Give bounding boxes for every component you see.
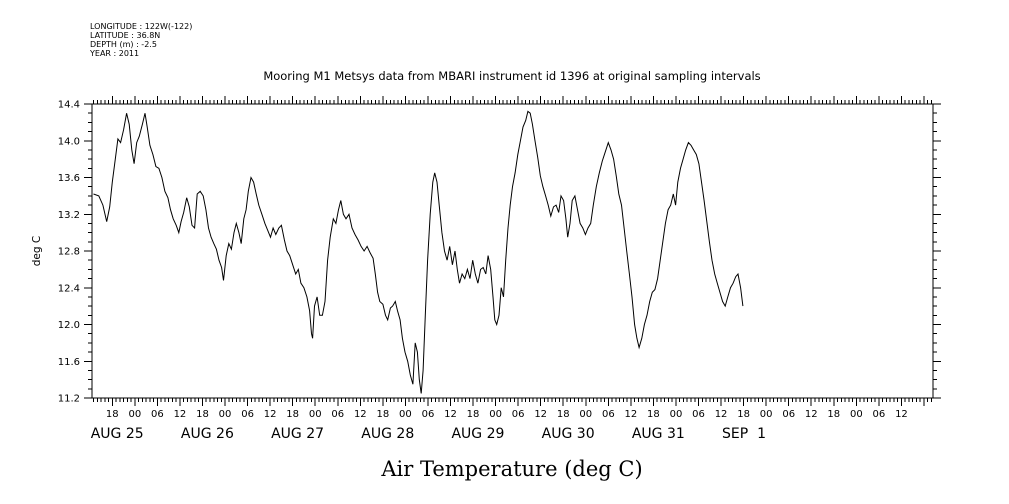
- x-tick-label: 12: [444, 409, 457, 420]
- x-tick-label: 12: [534, 409, 547, 420]
- x-tick-label: 18: [557, 409, 570, 420]
- x-tick-label: 06: [692, 409, 705, 420]
- x-tick-label: 06: [512, 409, 525, 420]
- chart-metadata: LONGITUDE : 122W(-122) LATITUDE : 36.8N …: [89, 22, 192, 58]
- x-tick-label: 00: [760, 409, 773, 420]
- plot-frame: [91, 103, 934, 399]
- x-tick-label: 18: [376, 409, 389, 420]
- y-tick-label: 13.2: [58, 210, 80, 221]
- y-tick-label: 13.6: [58, 173, 80, 184]
- x-tick-label: 12: [805, 409, 818, 420]
- x-tick-label: 18: [286, 409, 299, 420]
- x-tick-label: 12: [715, 409, 728, 420]
- x-tick-label: 00: [219, 409, 232, 420]
- meta-latitude: LATITUDE : 36.8N: [90, 31, 160, 40]
- meta-depth: DEPTH (m) : -2.5: [90, 40, 157, 49]
- x-tick-label: 12: [174, 409, 187, 420]
- x-day-label: AUG 28: [361, 426, 414, 442]
- x-axis: 18 00 06 12 18 00 06 12 18 00 06 12 18 00 06 12 18 00 06 12…: [93, 96, 932, 420]
- x-tick-label: 06: [151, 409, 164, 420]
- x-tick-label: 18: [106, 409, 119, 420]
- x-tick-label: 18: [737, 409, 750, 420]
- meta-longitude: LONGITUDE : 122W(-122): [90, 22, 192, 31]
- x-tick-label: 00: [309, 409, 322, 420]
- x-day-label: AUG 31: [632, 426, 685, 442]
- x-tick-label: 06: [602, 409, 615, 420]
- x-day-label: AUG 30: [542, 426, 595, 442]
- chart-title: Mooring M1 Metsys data from MBARI instru…: [263, 69, 760, 83]
- y-tick-label: 12.8: [58, 247, 80, 258]
- x-tick-label: 18: [467, 409, 480, 420]
- x-tick-label: 12: [895, 409, 908, 420]
- x-tick-label: 00: [489, 409, 502, 420]
- x-tick-label: 06: [241, 409, 254, 420]
- y-tick-label: 12.4: [58, 283, 80, 294]
- x-axis-day-labels: AUG 25 AUG 26 AUG 27 AUG 28 AUG 29 AUG 30 AUG …: [91, 426, 766, 442]
- series-air-temperature-line: [93, 110, 744, 394]
- x-tick-label: 00: [850, 409, 863, 420]
- x-tick-label: 00: [670, 409, 683, 420]
- x-tick-label: 00: [128, 409, 141, 420]
- y-tick-label: 11.2: [58, 394, 80, 405]
- y-tick-label: 14.0: [58, 136, 80, 147]
- x-tick-label: 18: [647, 409, 660, 420]
- y-axis: 11.2 11.6 12.0 12.4 12.8 13.2 13.6 14.0 14.4: [58, 100, 941, 405]
- x-tick-label: 18: [827, 409, 840, 420]
- x-day-label: AUG 25: [91, 426, 144, 442]
- y-tick-label: 11.6: [58, 357, 80, 368]
- x-day-label: AUG 27: [271, 426, 324, 442]
- y-tick-label: 12.0: [58, 320, 80, 331]
- x-tick-label: 12: [264, 409, 277, 420]
- x-tick-label: 06: [331, 409, 344, 420]
- x-day-label: AUG 26: [181, 426, 234, 442]
- x-tick-label: 18: [196, 409, 209, 420]
- meta-year: YEAR : 2011: [89, 49, 139, 58]
- x-tick-label: 06: [422, 409, 435, 420]
- x-day-label: AUG 29: [451, 426, 504, 442]
- y-axis-label: deg C: [31, 236, 43, 266]
- x-tick-label: 06: [873, 409, 886, 420]
- x-tick-label: 12: [625, 409, 638, 420]
- x-axis-label: Air Temperature (deg C): [380, 457, 642, 481]
- x-tick-label: 00: [579, 409, 592, 420]
- y-tick-label: 14.4: [58, 100, 80, 111]
- x-tick-label: 06: [782, 409, 795, 420]
- x-tick-label: 12: [354, 409, 367, 420]
- x-day-label: SEP 1: [722, 426, 766, 442]
- x-tick-label: 00: [399, 409, 412, 420]
